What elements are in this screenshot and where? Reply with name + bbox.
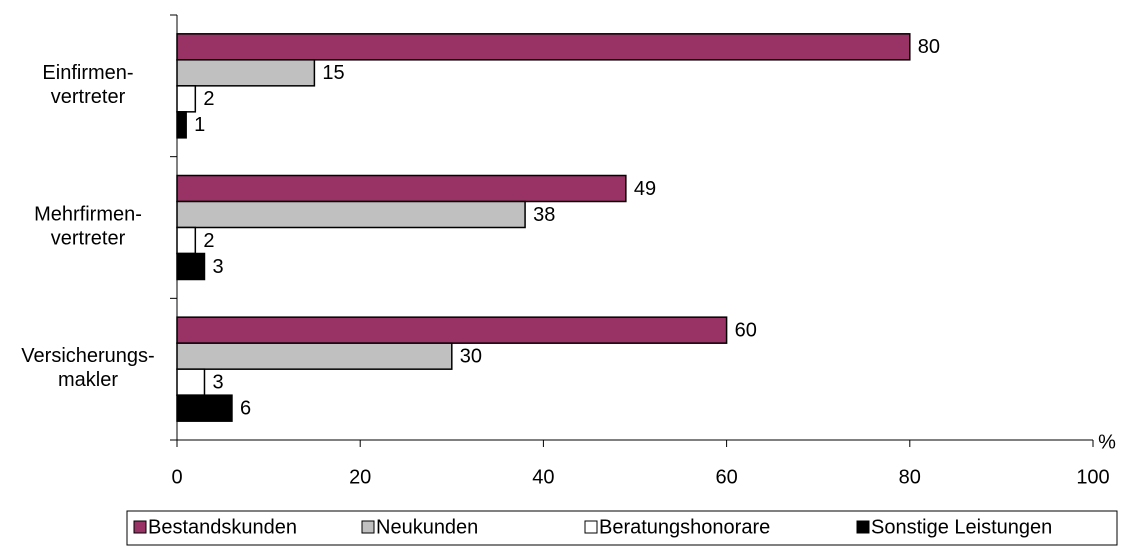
- legend-label: Bestandskunden: [148, 516, 297, 538]
- value-label: 80: [918, 36, 940, 58]
- bar: [176, 316, 728, 344]
- x-tick-label: 80: [899, 466, 921, 488]
- value-label: 3: [212, 256, 223, 278]
- bar: [176, 111, 187, 139]
- legend-label: Sonstige Leistungen: [871, 516, 1052, 538]
- value-label: 3: [212, 371, 223, 393]
- bar: [176, 226, 197, 255]
- x-tick-label: 100: [1076, 466, 1109, 488]
- value-label: 15: [322, 62, 344, 84]
- category-label-line: makler: [58, 369, 118, 391]
- legend-box: [126, 510, 1118, 546]
- x-tick-label: 20: [349, 466, 371, 488]
- bar: [176, 200, 526, 229]
- legend-label: Beratungshonorare: [599, 516, 770, 538]
- x-axis-label: %: [1098, 431, 1116, 453]
- category-label: Mehrfirmen-vertreter: [34, 204, 142, 250]
- category-label: Einfirmen-vertreter: [42, 62, 133, 108]
- category-label-line: Einfirmen-: [42, 62, 133, 84]
- bar: [176, 59, 316, 87]
- value-label: 2: [203, 230, 214, 252]
- value-label: 38: [533, 204, 555, 226]
- legend-swatch: [856, 520, 870, 534]
- x-tick-label: 60: [715, 466, 737, 488]
- value-label: 2: [203, 88, 214, 110]
- x-tick-label: 0: [171, 466, 182, 488]
- value-label: 6: [240, 397, 251, 419]
- legend-swatch: [361, 520, 375, 534]
- x-tick-label: 40: [532, 466, 554, 488]
- bar: [176, 394, 233, 422]
- value-label: 49: [634, 178, 656, 200]
- bar: [176, 342, 453, 370]
- category-label-line: Mehrfirmen-: [34, 204, 142, 226]
- bar: [176, 368, 206, 396]
- legend-swatch: [133, 520, 147, 534]
- bar: [176, 252, 206, 281]
- value-label: 60: [735, 319, 757, 341]
- category-label-line: vertreter: [51, 228, 126, 250]
- category-label-line: Versicherungs-: [21, 345, 154, 367]
- legend-swatch: [584, 520, 598, 534]
- legend-label: Neukunden: [376, 516, 478, 538]
- category-label: Versicherungs-makler: [21, 345, 154, 391]
- category-label-line: vertreter: [51, 86, 126, 108]
- bar: [176, 85, 197, 113]
- value-label: 30: [460, 345, 482, 367]
- value-label: 1: [194, 114, 205, 136]
- bar: [176, 174, 627, 203]
- bar: [176, 33, 911, 61]
